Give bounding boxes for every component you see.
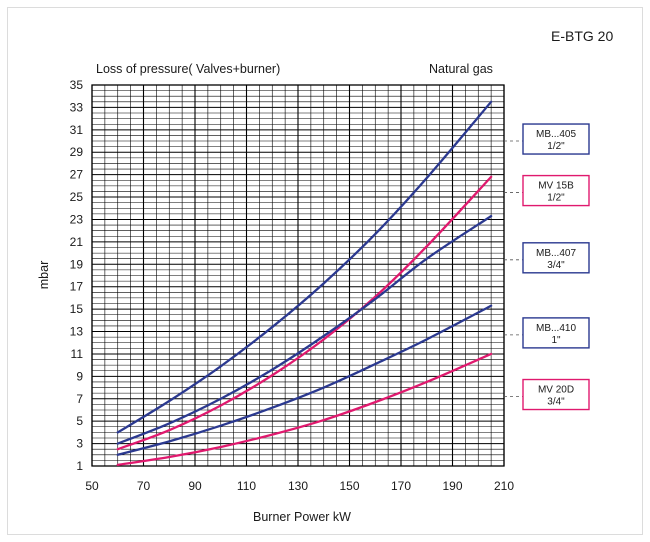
grid bbox=[91, 84, 505, 467]
y-tick-label: 11 bbox=[71, 347, 84, 361]
series-line bbox=[116, 100, 493, 434]
chart-subtitle: Loss of pressure( Valves+burner) bbox=[96, 62, 280, 76]
y-tick-label: 29 bbox=[70, 145, 84, 159]
series-line bbox=[116, 175, 493, 451]
valve-label-box bbox=[522, 174, 590, 207]
x-tick-label: 170 bbox=[391, 479, 411, 493]
y-tick-label: 21 bbox=[70, 235, 84, 249]
valve-label-size: 3/4" bbox=[547, 397, 565, 408]
y-tick-label: 3 bbox=[76, 437, 83, 451]
valve-label-size: 3/4" bbox=[547, 260, 565, 271]
series-line bbox=[116, 304, 493, 456]
valve-label-size: 1" bbox=[551, 335, 561, 346]
series-line bbox=[116, 352, 493, 467]
fuel-label: Natural gas bbox=[429, 62, 493, 76]
x-tick-label: 190 bbox=[442, 479, 462, 493]
x-axis-label: Burner Power kW bbox=[253, 510, 351, 524]
valve-label-box bbox=[522, 317, 590, 349]
x-tick-label: 210 bbox=[494, 479, 514, 493]
x-tick-label: 90 bbox=[188, 479, 202, 493]
y-tick-label: 1 bbox=[76, 459, 83, 473]
valve-label-model: MB...407 bbox=[536, 248, 576, 259]
valve-label-box bbox=[522, 123, 590, 155]
valve-label-box bbox=[522, 378, 590, 411]
x-tick-label: 50 bbox=[85, 479, 99, 493]
y-tick-label: 31 bbox=[70, 123, 84, 137]
x-tick-label: 130 bbox=[288, 479, 308, 493]
y-tick-label: 19 bbox=[70, 257, 84, 271]
valve-label-model: MV 20D bbox=[538, 385, 574, 396]
y-tick-label: 17 bbox=[70, 280, 84, 294]
valve-label-size: 1/2" bbox=[547, 193, 565, 204]
y-tick-label: 23 bbox=[70, 212, 84, 226]
valve-label-box bbox=[522, 242, 590, 274]
pressure-loss-chart: 50 70 90 110 130 150 170 190 2101357911131517192… bbox=[37, 28, 613, 524]
axes: 50 70 90 110 130 150 170 190 2101357911131517192… bbox=[70, 78, 515, 493]
series-lines bbox=[116, 100, 493, 467]
y-tick-label: 25 bbox=[70, 190, 84, 204]
y-tick-label: 33 bbox=[70, 100, 84, 114]
x-tick-label: 150 bbox=[339, 479, 359, 493]
chart-frame: 50 70 90 110 130 150 170 190 210 1 3 5 7 9 11 13 15 17 19 2… bbox=[7, 7, 643, 535]
y-tick-label: 15 bbox=[70, 302, 84, 316]
y-tick-label: 27 bbox=[70, 168, 84, 182]
y-tick-label: 7 bbox=[76, 392, 83, 406]
x-tick-label: 110 bbox=[237, 479, 256, 493]
valve-label-model: MV 15B bbox=[538, 181, 574, 192]
model-id: E-BTG 20 bbox=[551, 28, 613, 44]
valve-label-model: MB...405 bbox=[536, 129, 576, 140]
plot-border bbox=[91, 84, 505, 467]
y-axis-label: mbar bbox=[37, 261, 51, 289]
y-tick-label: 5 bbox=[76, 414, 83, 428]
y-tick-label: 13 bbox=[70, 325, 84, 339]
series-line bbox=[116, 214, 493, 445]
valve-label-size: 1/2" bbox=[547, 141, 565, 152]
y-tick-label: 35 bbox=[70, 78, 84, 92]
y-tick-label: 9 bbox=[76, 369, 83, 383]
valve-label-model: MB...410 bbox=[536, 323, 576, 334]
x-tick-label: 70 bbox=[137, 479, 151, 493]
